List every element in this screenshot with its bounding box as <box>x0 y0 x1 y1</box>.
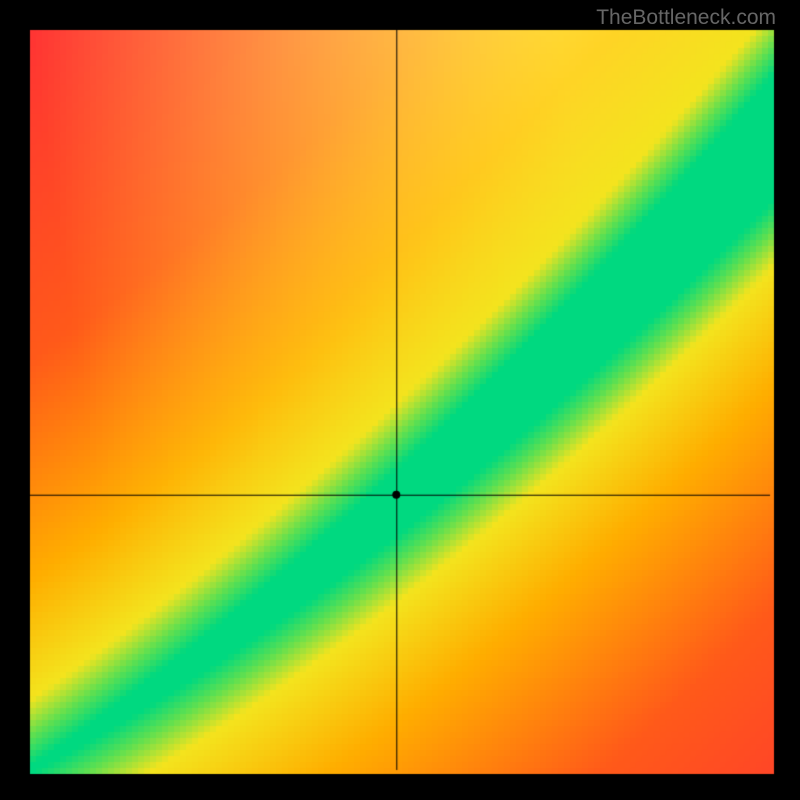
bottleneck-heatmap <box>0 0 800 800</box>
watermark-text: TheBottleneck.com <box>596 6 776 30</box>
